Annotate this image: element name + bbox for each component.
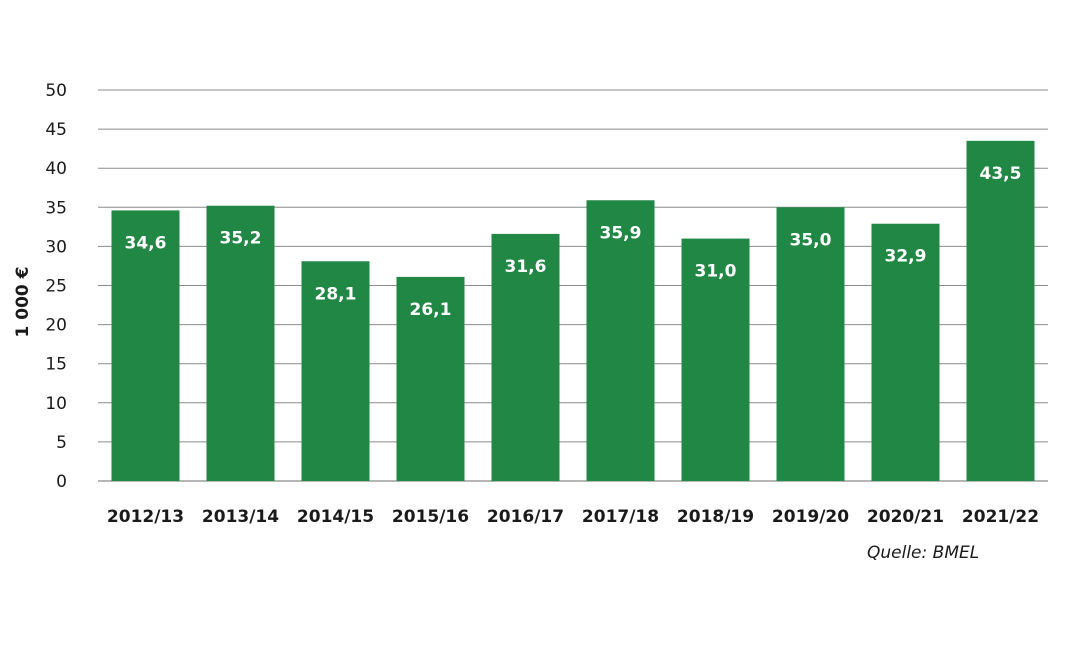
x-tick-label: 2017/18 <box>582 507 659 527</box>
bar-value-label: 43,5 <box>980 164 1022 184</box>
bar <box>776 207 845 482</box>
bar <box>396 276 465 481</box>
bar <box>871 223 940 482</box>
bar-value-label: 32,9 <box>885 247 927 267</box>
y-tick-label: 15 <box>45 355 67 375</box>
x-tick-label: 2016/17 <box>487 507 564 527</box>
bar <box>111 210 180 482</box>
x-tick-label: 2019/20 <box>772 507 849 527</box>
source-note: Quelle: BMEL <box>867 543 980 563</box>
y-axis-ticks: 0 5 10 15 20 25 30 35 40 45 50 <box>45 81 67 492</box>
x-tick-label: 2021/22 <box>962 507 1039 527</box>
y-tick-label: 20 <box>45 316 67 336</box>
y-tick-label: 5 <box>56 433 67 453</box>
bar-value-label: 31,6 <box>505 257 547 277</box>
y-tick-label: 30 <box>45 237 67 257</box>
y-axis-label: 1 000 € <box>13 267 33 338</box>
x-tick-label: 2013/14 <box>202 507 279 527</box>
bar <box>301 261 370 481</box>
bar <box>681 238 750 481</box>
bar-value-label: 28,1 <box>315 284 357 304</box>
bar-value-label: 26,1 <box>410 300 452 320</box>
x-tick-label: 2020/21 <box>867 507 944 527</box>
x-tick-label: 2018/19 <box>677 507 754 527</box>
bar <box>966 140 1035 481</box>
y-tick-label: 40 <box>45 159 67 179</box>
bar <box>206 205 275 481</box>
bar-value-label: 35,9 <box>600 223 642 243</box>
y-tick-label: 0 <box>56 472 67 492</box>
bar-value-label: 34,6 <box>125 233 167 253</box>
x-tick-label: 2015/16 <box>392 507 469 527</box>
x-tick-label: 2014/15 <box>297 507 374 527</box>
bar <box>586 200 655 481</box>
bars: 34,6 35,2 28,1 26,1 31,6 35,9 31,0 35,0 32,9 43,5 <box>111 140 1035 482</box>
y-tick-label: 35 <box>45 198 67 218</box>
x-tick-label: 2012/13 <box>107 507 184 527</box>
bar-value-label: 35,0 <box>790 230 832 250</box>
y-tick-label: 10 <box>45 394 67 414</box>
y-tick-label: 45 <box>45 120 67 140</box>
x-axis-ticks: 2012/13 2013/14 2014/15 2015/16 2016/17 2017/… <box>107 507 1039 527</box>
bar-value-label: 31,0 <box>695 262 737 282</box>
bar <box>491 233 560 481</box>
y-tick-label: 50 <box>45 81 67 101</box>
bar-value-label: 35,2 <box>220 229 262 249</box>
y-tick-label: 25 <box>45 277 67 297</box>
